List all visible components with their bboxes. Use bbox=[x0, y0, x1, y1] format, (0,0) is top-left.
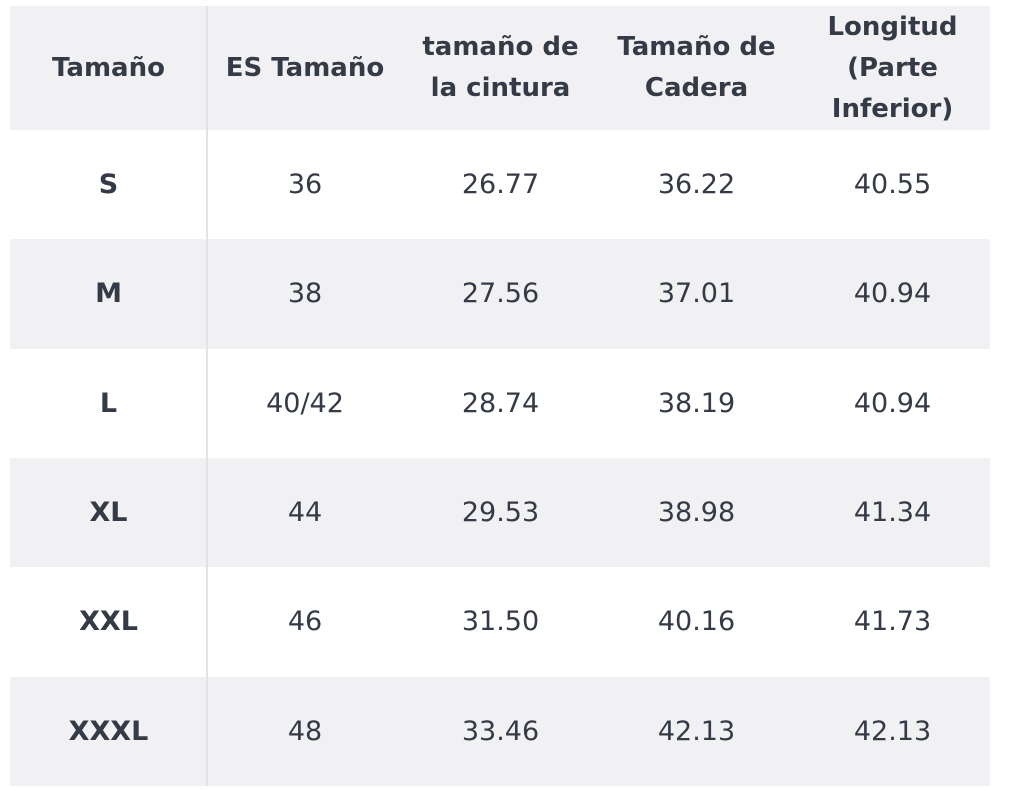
table-cell: 40.94 bbox=[853, 278, 932, 310]
table-cell: 40.55 bbox=[853, 169, 932, 201]
header-cell: ES Tamaño bbox=[207, 6, 403, 130]
header-text: la cintura bbox=[430, 73, 571, 103]
table-cell: 42.13 bbox=[853, 715, 932, 747]
table-row: S 36 26.77 36.22 40.55 bbox=[10, 130, 990, 240]
column-divider bbox=[206, 6, 208, 786]
header-text: (Parte bbox=[847, 52, 938, 83]
table-row: XXXL 48 33.46 42.13 42.13 bbox=[10, 676, 990, 786]
table-cell: 38.98 bbox=[657, 497, 736, 529]
table-cell: XXXL bbox=[68, 715, 149, 747]
header-row: Tamaño ES Tamaño tamaño de la cintura Tamaño… bbox=[10, 6, 990, 130]
header-text: ES Tamaño bbox=[225, 52, 385, 83]
table-cell: 36 bbox=[287, 169, 323, 201]
table-cell: 26.77 bbox=[461, 169, 540, 201]
header-cell: tamaño de la cintura bbox=[403, 6, 598, 130]
table-cell: 40/42 bbox=[266, 387, 344, 419]
table-cell: L bbox=[99, 387, 118, 419]
header-text: Tamaño de bbox=[617, 32, 776, 62]
table-cell: XXL bbox=[79, 606, 138, 638]
table-row: XL 44 29.53 38.98 41.34 bbox=[10, 457, 990, 568]
header-text: Inferior) bbox=[831, 93, 954, 124]
table-cell: 44 bbox=[287, 497, 323, 529]
table-cell: 41.73 bbox=[853, 606, 932, 638]
table-cell: 31.50 bbox=[461, 606, 540, 638]
table-cell: 27.56 bbox=[461, 278, 540, 310]
table-cell: 38 bbox=[287, 278, 323, 310]
header-text: Longitud bbox=[827, 11, 958, 42]
header-cell: Tamaño bbox=[10, 6, 207, 130]
table-cell: 29.53 bbox=[461, 497, 540, 529]
table-cell: XL bbox=[89, 497, 128, 529]
table-cell: 36.22 bbox=[657, 169, 736, 201]
table-cell: 28.74 bbox=[461, 387, 540, 419]
table-cell: M bbox=[95, 278, 122, 310]
header-cell: Tamaño de Cadera bbox=[598, 6, 795, 130]
table-cell: 40.94 bbox=[853, 387, 932, 419]
header-text: tamaño de bbox=[422, 32, 579, 62]
header-text: Cadera bbox=[644, 73, 749, 103]
table-row: M 38 27.56 37.01 40.94 bbox=[10, 239, 990, 349]
table-cell: 46 bbox=[287, 606, 323, 638]
header-cell: Longitud (Parte Inferior) bbox=[795, 6, 990, 130]
table-cell: S bbox=[98, 169, 119, 201]
table-cell: 41.34 bbox=[853, 497, 932, 529]
table-cell: 38.19 bbox=[657, 387, 736, 419]
table-cell: 48 bbox=[287, 715, 323, 747]
header-text: Tamaño bbox=[52, 52, 165, 83]
table-cell: 33.46 bbox=[461, 715, 540, 747]
table-cell: 37.01 bbox=[657, 278, 736, 310]
table-cell: 42.13 bbox=[657, 715, 736, 747]
table-row: L 40/42 28.74 38.19 40.94 bbox=[10, 348, 990, 458]
table-cell: 40.16 bbox=[657, 606, 736, 638]
table-row: XXL 46 31.50 40.16 41.73 bbox=[10, 567, 990, 677]
